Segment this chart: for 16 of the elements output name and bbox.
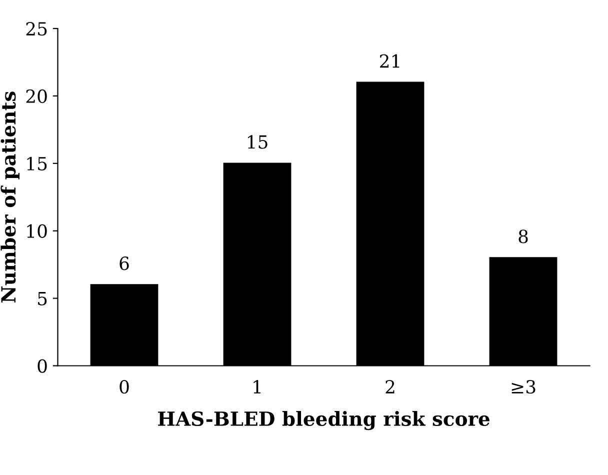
x-tick-label: 0 — [120, 380, 129, 394]
y-tick-label: 10 — [27, 224, 47, 238]
x-tick-label: ≥3 — [512, 380, 536, 394]
x-axis-title: HAS-BLED bleeding risk score — [158, 411, 490, 430]
y-tick-label: 20 — [26, 89, 47, 104]
data-label: 6 — [120, 256, 129, 270]
data-label: 15 — [248, 135, 268, 149]
x-tick-label: 1 — [254, 380, 260, 394]
y-tick-label: 5 — [38, 292, 47, 306]
y-tick-label: 25 — [26, 22, 47, 36]
x-tick-label: 2 — [386, 380, 394, 394]
y-tick-label: 15 — [27, 156, 47, 171]
data-label: 21 — [380, 54, 400, 68]
y-axis-title: Number of patients — [0, 92, 20, 303]
data-label: 8 — [518, 230, 528, 244]
y-tick-label: 0 — [38, 359, 47, 373]
